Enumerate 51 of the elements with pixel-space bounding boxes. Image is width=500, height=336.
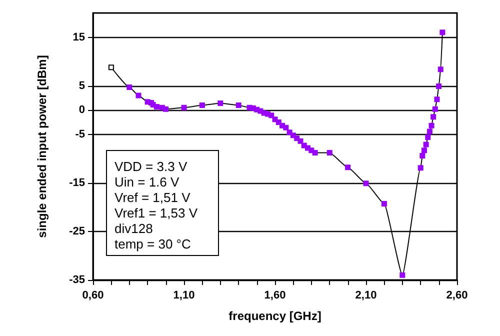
point xyxy=(136,92,142,98)
point xyxy=(108,64,114,70)
point xyxy=(423,142,429,148)
annotation: Vref1 = 1,53 V xyxy=(114,205,198,220)
y-axis-title: single ended input power [dBm] xyxy=(35,55,49,238)
y-tick-label: -5 xyxy=(75,128,85,140)
point xyxy=(425,134,431,140)
point xyxy=(426,128,432,134)
point xyxy=(236,102,242,108)
point xyxy=(298,138,304,144)
point xyxy=(312,150,318,156)
y-tick-label: -25 xyxy=(69,225,85,238)
point xyxy=(418,165,424,171)
point xyxy=(283,124,289,130)
y-tick-label: -15 xyxy=(69,176,85,189)
point xyxy=(420,152,426,158)
point xyxy=(163,106,169,112)
point xyxy=(432,106,438,112)
point xyxy=(326,150,332,156)
y-tick-label: 15 xyxy=(72,31,85,44)
point xyxy=(363,180,369,186)
x-tick-label: 0,60 xyxy=(82,290,104,302)
point xyxy=(154,104,160,110)
annotation: Vref = 1,51 V xyxy=(114,190,191,205)
x-tick-label: 2,60 xyxy=(446,290,468,302)
point xyxy=(126,84,132,90)
point xyxy=(400,272,406,278)
point xyxy=(440,30,446,36)
y-tick-label: 0 xyxy=(78,104,85,116)
x-tick-label: 1,60 xyxy=(264,290,286,302)
point xyxy=(428,122,434,128)
annotation: div128 xyxy=(114,220,153,236)
point xyxy=(181,104,187,110)
point xyxy=(438,66,444,72)
point xyxy=(268,112,274,118)
x-tick-label: 2,10 xyxy=(355,290,377,302)
x-axis-title: frequency [GHz] xyxy=(228,309,322,323)
x-tick-label: 1,10 xyxy=(173,290,195,302)
point xyxy=(436,84,442,90)
point xyxy=(430,114,436,120)
point xyxy=(218,100,224,106)
y-tick-label: -35 xyxy=(69,274,85,286)
point xyxy=(345,164,351,170)
annotation: Uin = 1.6 V xyxy=(114,174,180,190)
point xyxy=(381,201,387,207)
point xyxy=(199,102,205,108)
annotation: temp = 30 °C xyxy=(114,236,191,252)
annotation: VDD = 3.3 V xyxy=(114,158,188,174)
y-tick-label: 5 xyxy=(78,80,85,92)
point xyxy=(434,96,440,102)
point xyxy=(421,148,427,154)
